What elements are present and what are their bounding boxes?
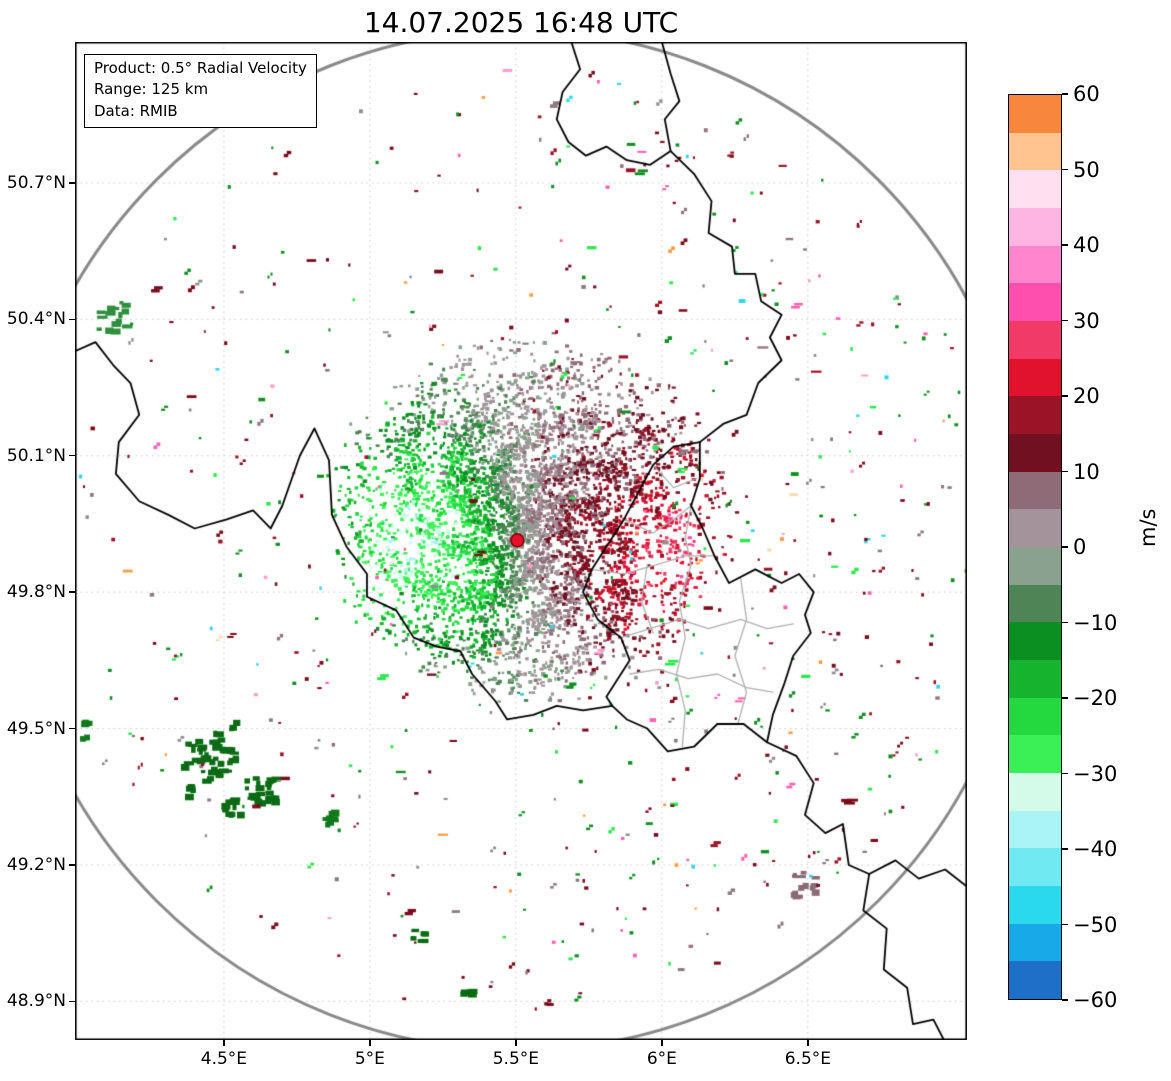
colorbar-band [1009, 132, 1061, 171]
colorbar-tick-label: 30 [1073, 308, 1100, 333]
colorbar-tick-label: 0 [1073, 535, 1087, 559]
radar-map-canvas [75, 42, 967, 1040]
colorbar-tick [1062, 319, 1068, 322]
colorbar-tick [1062, 772, 1068, 775]
y-tick-label: 49.5°N [6, 718, 66, 739]
colorbar-band [1009, 245, 1061, 284]
colorbar-tick-label: −60 [1073, 988, 1118, 1012]
y-axis-tick [69, 727, 75, 730]
y-axis-tick [69, 1000, 75, 1003]
colorbar-band [1009, 358, 1061, 397]
colorbar-band [1009, 170, 1061, 208]
x-axis-tick [515, 1040, 517, 1046]
colorbar-gradient [1008, 94, 1062, 1000]
x-axis-tick [661, 1040, 663, 1046]
colorbar-tick [1062, 93, 1068, 95]
y-tick-label: 48.9°N [6, 991, 66, 1012]
y-axis-tick [69, 455, 75, 457]
colorbar-tick [1062, 848, 1068, 850]
y-tick-label: 49.8°N [6, 582, 66, 603]
colorbar-band [1009, 923, 1061, 962]
info-box: Product: 0.5° Radial Velocity Range: 125… [84, 54, 317, 128]
colorbar-band [1009, 208, 1061, 246]
colorbar-tick [1062, 999, 1068, 1001]
info-range-line: Range: 125 km [94, 80, 209, 99]
colorbar-band [1009, 95, 1061, 133]
colorbar-band [1009, 509, 1061, 547]
figure-title: 14.07.2025 16:48 UTC [363, 6, 679, 39]
colorbar-band [1009, 321, 1061, 359]
colorbar-tick-label: −40 [1073, 837, 1118, 861]
colorbar-band [1009, 622, 1061, 660]
colorbar-band [1009, 735, 1061, 773]
colorbar-band [1009, 547, 1061, 585]
colorbar-tick-label: −10 [1073, 610, 1118, 635]
y-axis-tick [69, 864, 75, 866]
colorbar-tick [1062, 621, 1068, 624]
x-tick-label: 6.5°E [784, 1049, 831, 1069]
colorbar-tick-label: 20 [1073, 384, 1100, 408]
colorbar-tick-label: 40 [1073, 233, 1100, 257]
info-source-line: Data: RMIB [94, 101, 178, 120]
colorbar-band [1009, 660, 1061, 698]
info-product-line: Product: 0.5° Radial Velocity [94, 59, 307, 77]
colorbar-band [1009, 283, 1061, 321]
x-tick-label: 4.5°E [200, 1049, 248, 1069]
colorbar-band [1009, 886, 1061, 924]
y-axis-tick [69, 318, 75, 321]
colorbar-tick [1062, 244, 1068, 246]
colorbar-band [1009, 697, 1061, 736]
colorbar-tick-label: 60 [1073, 82, 1100, 106]
colorbar-tick [1062, 923, 1068, 926]
x-tick-label: 5.5°E [492, 1049, 540, 1069]
colorbar-band [1009, 584, 1061, 623]
colorbar-tick-label: −50 [1073, 912, 1118, 937]
y-tick-label: 49.2°N [6, 854, 66, 875]
y-tick-label: 50.7°N [6, 172, 66, 193]
colorbar-tick [1062, 546, 1068, 548]
x-tick-label: 5°E [354, 1049, 385, 1069]
x-tick-label: 6°E [646, 1049, 677, 1069]
colorbar-band [1009, 773, 1061, 811]
x-axis-tick [369, 1040, 371, 1046]
colorbar-band [1009, 434, 1061, 472]
colorbar-tick [1062, 697, 1068, 699]
y-axis-tick [69, 591, 75, 593]
colorbar-tick-label: −20 [1073, 686, 1118, 710]
colorbar-tick-label: 50 [1073, 157, 1100, 182]
colorbar-band [1009, 961, 1061, 999]
x-axis-tick [223, 1040, 225, 1046]
colorbar-band [1009, 396, 1061, 434]
y-tick-label: 50.1°N [6, 445, 66, 466]
y-tick-label: 50.4°N [6, 309, 66, 330]
colorbar-band [1009, 471, 1061, 510]
colorbar-tick-label: −30 [1073, 761, 1118, 786]
colorbar-tick [1062, 395, 1068, 397]
colorbar-tick-label: 10 [1073, 459, 1100, 484]
x-axis-tick [807, 1040, 809, 1046]
y-axis-tick [69, 182, 75, 184]
colorbar-tick [1062, 470, 1068, 473]
colorbar-tick [1062, 168, 1068, 171]
colorbar-band [1009, 810, 1061, 849]
colorbar-band [1009, 848, 1061, 886]
